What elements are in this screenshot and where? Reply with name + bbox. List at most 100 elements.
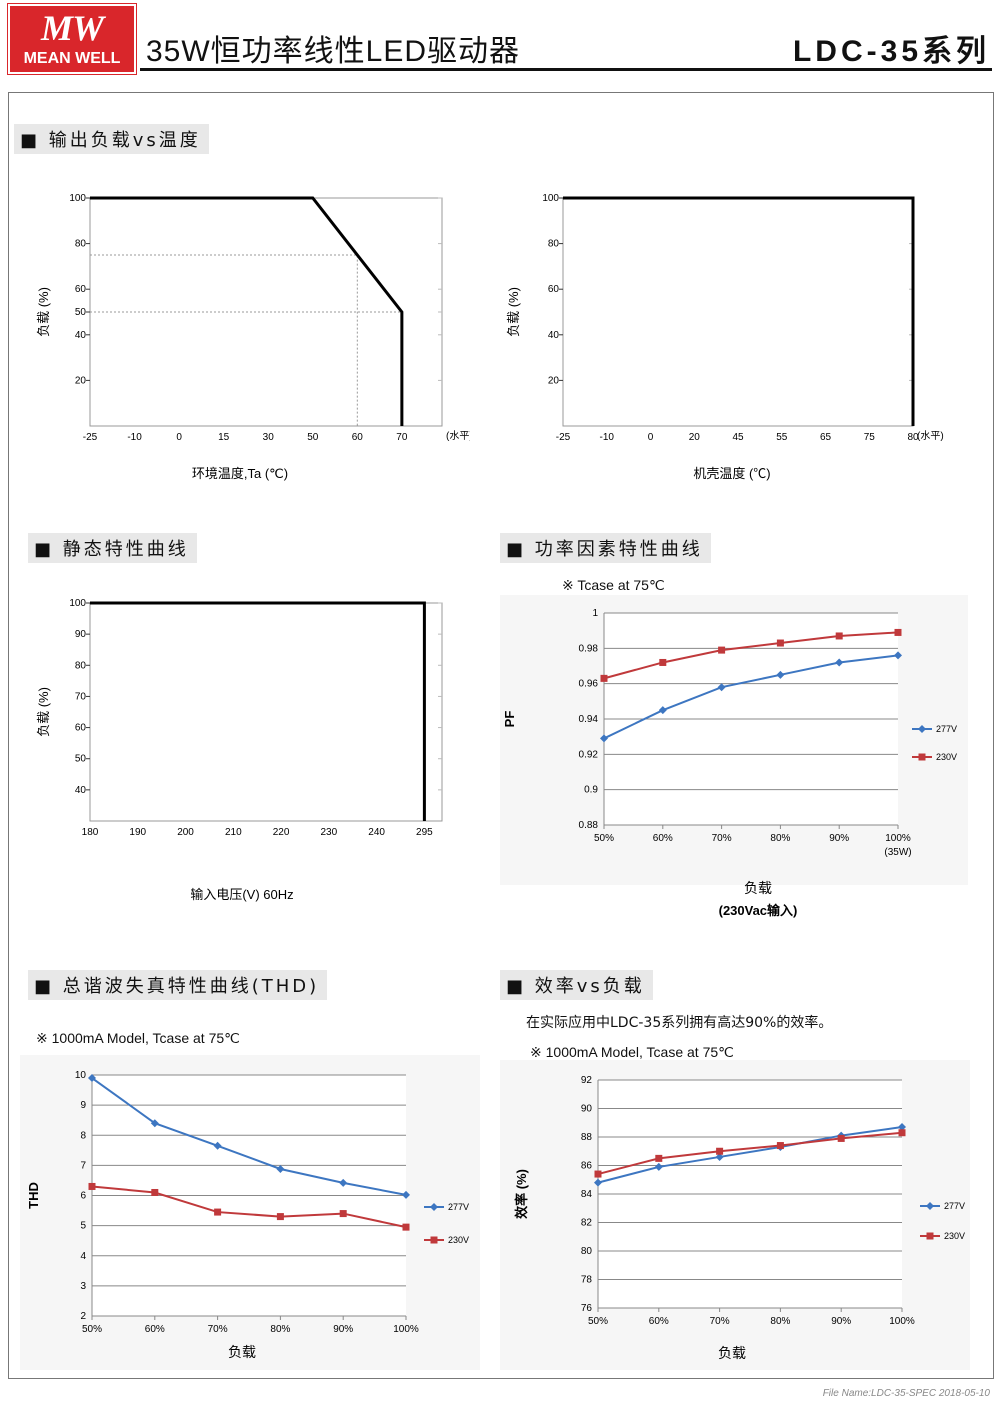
y-axis-title: 负载 (%) <box>36 687 51 737</box>
data-point-277V <box>600 734 608 743</box>
legend-marker-230V <box>926 1232 934 1240</box>
y-tick-label: 20 <box>75 375 87 386</box>
data-point-277V <box>776 670 785 679</box>
data-point-277V <box>594 1178 602 1187</box>
legend-label: 230V <box>448 1235 469 1245</box>
x-tick-label: 90% <box>333 1324 353 1335</box>
x-axis-title: 负载 <box>744 880 772 896</box>
data-point-277V <box>894 651 902 660</box>
y-axis-title: THD <box>26 1182 41 1209</box>
legend-marker-277V <box>430 1203 438 1211</box>
y-tick-label: 60 <box>548 284 560 295</box>
y-tick-label: 76 <box>581 1303 593 1314</box>
series-name: LDC-35系列 <box>792 35 990 68</box>
x-tick-label: 50% <box>82 1324 102 1335</box>
x-tick-label: 65 <box>820 432 832 443</box>
y-tick-label: 50 <box>75 754 87 765</box>
data-point-277V <box>898 1123 906 1132</box>
y-tick-label: 10 <box>75 1070 87 1081</box>
y-tick-label: 84 <box>581 1189 593 1200</box>
guide-line <box>90 254 358 426</box>
y-tick-label: 60 <box>75 284 87 295</box>
y-tick-label: 40 <box>548 330 560 341</box>
legend-label: 230V <box>936 752 957 762</box>
x-axis-title: 机壳温度 (℃) <box>693 466 770 481</box>
x-tick-label: 180 <box>82 827 99 838</box>
thd-note: ※ 1000mA Model, Tcase at 75℃ <box>36 1030 240 1046</box>
content-frame <box>8 92 994 1379</box>
x-tick-label: 0 <box>648 432 654 443</box>
x-axis-title: 输入电压(V) 60Hz <box>190 887 293 902</box>
y-tick-label: 80 <box>75 239 87 250</box>
x-tick-label: 80 <box>907 432 919 443</box>
y-tick-label: 100 <box>69 193 86 204</box>
data-point-277V <box>150 1119 159 1128</box>
x-tick-label: 90% <box>831 1316 851 1327</box>
x-tick-label: 30 <box>263 432 275 443</box>
section-heading-thd: ■ 总谐波失真特性曲线(THD) <box>28 970 328 1000</box>
y-tick-label: 78 <box>581 1275 593 1286</box>
static-characteristic-chart: 180 190 200 210 220 230 240 295 40 50 60 70 80 90 100 输… <box>36 598 443 902</box>
document-title: 35W恒功率线性LED驱动器 <box>146 35 521 68</box>
x-tick-label: 230 <box>321 827 338 838</box>
x-tick-label: -25 <box>556 432 571 443</box>
legend-marker-230V <box>918 753 926 761</box>
x-axis-title: 负载 <box>228 1344 256 1360</box>
data-point-277V <box>658 706 667 715</box>
power-factor-chart: 0.88 0.9 0.92 0.94 0.96 0.98 1 50% 60% 70% 80% 90% 1… <box>500 595 968 918</box>
y-tick-label: 0.96 <box>579 679 599 690</box>
x-tick-label: 55 <box>776 432 788 443</box>
y-tick-label: 100 <box>542 193 559 204</box>
legend-label: 277V <box>448 1202 469 1212</box>
y-tick-label: 40 <box>75 330 87 341</box>
x-tick-label: 210 <box>225 827 242 838</box>
x-tick-label: 100% <box>885 833 911 844</box>
y-tick-label: 50 <box>75 307 87 318</box>
y-tick-label: 5 <box>80 1221 86 1232</box>
data-point-230V <box>776 639 784 647</box>
legend-marker-277V <box>926 1202 934 1210</box>
x-axis-subtitle: (230Vac输入) <box>719 903 798 918</box>
series-line-230V <box>603 631 899 680</box>
data-point-230V <box>402 1223 410 1231</box>
x-tick-label: 60 <box>352 432 364 443</box>
y-tick-label: 1 <box>592 608 598 619</box>
plot-frame <box>89 602 443 822</box>
y-tick-label: 4 <box>80 1251 86 1262</box>
x-tick-label: 60% <box>649 1316 669 1327</box>
data-point-230V <box>339 1210 347 1218</box>
x-tick-label: 295 <box>416 827 433 838</box>
data-point-277V <box>715 1152 724 1161</box>
logo-text: MEAN WELL <box>23 50 121 67</box>
x-tick-label: 80% <box>270 1324 290 1335</box>
x-tick-label: 15 <box>218 432 230 443</box>
section-heading-static: ■ 静态特性曲线 <box>28 533 197 563</box>
y-tick-label: 2 <box>80 1311 86 1322</box>
y-axis-title: PF <box>502 711 517 728</box>
header-rule <box>140 68 992 71</box>
ambient-derating-chart: -25 -10 0 15 30 50 60 70 20 40 50 60 80 100 (水平) 环境温度,T… <box>36 193 470 481</box>
x-tick-label: 20 <box>689 432 701 443</box>
data-point-277V <box>717 683 726 692</box>
y-axis-title: 负载 (%) <box>506 287 521 337</box>
x-tick-label: 90% <box>829 833 849 844</box>
x-tick-label: 50 <box>307 432 319 443</box>
series-line-277V <box>603 654 899 740</box>
y-tick-label: 90 <box>75 629 87 640</box>
y-axis-title: 效率 (%) <box>514 1169 529 1219</box>
load-curve <box>90 601 426 821</box>
data-point-230V <box>716 1147 724 1155</box>
x-axis-title: 负载 <box>718 1345 746 1361</box>
mean-well-logo: MW MEAN WELL <box>7 3 137 75</box>
data-point-230V <box>88 1182 96 1190</box>
series-line-230V <box>597 1131 903 1176</box>
data-point-230V <box>898 1129 906 1137</box>
y-tick-label: 7 <box>80 1160 86 1171</box>
x-tick-label: 80% <box>770 1316 790 1327</box>
y-tick-label: 80 <box>581 1246 593 1257</box>
x-tick-label: -10 <box>127 432 142 443</box>
data-point-230V <box>894 628 902 636</box>
y-tick-label: 6 <box>80 1191 86 1202</box>
x-tick-label: -10 <box>600 432 615 443</box>
efficiency-intro: 在实际应用中LDC-35系列拥有高达90%的效率。 <box>526 1015 833 1031</box>
